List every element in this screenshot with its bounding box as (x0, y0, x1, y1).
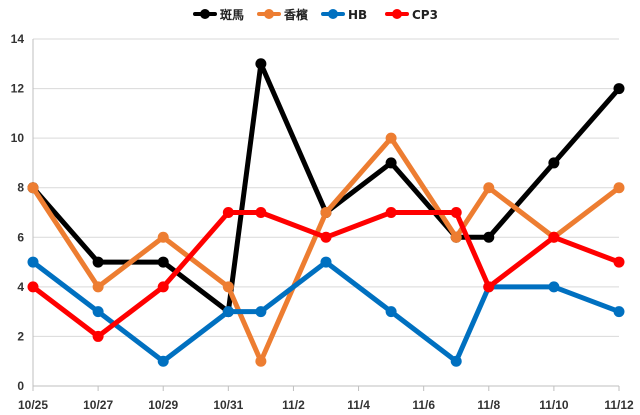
axis-layer: 0 2 4 6 8 10 12 14 10/25 10/27 10/29 10/31 11/2 11/4 1… (11, 32, 634, 412)
data-point-1 (613, 182, 625, 194)
x-tick-label: 10/25 (18, 398, 48, 412)
data-point-2 (27, 256, 39, 268)
data-point-0 (255, 58, 267, 70)
legend-label: CP3 (412, 8, 438, 22)
y-tick-label: 2 (17, 329, 24, 343)
data-point-3 (92, 330, 104, 342)
data-point-2 (255, 306, 267, 318)
x-tick-label: 10/29 (148, 398, 178, 412)
data-point-2 (385, 306, 397, 318)
data-point-3 (320, 231, 332, 243)
series-layer (27, 58, 625, 367)
data-point-3 (27, 281, 39, 293)
data-point-1 (320, 207, 332, 218)
x-tick-label: 11/12 (604, 398, 634, 412)
y-tick-label: 0 (17, 379, 24, 393)
y-tick-label: 4 (17, 280, 24, 294)
legend-label: 香檳 (283, 7, 308, 22)
x-tick-label: 11/8 (477, 398, 500, 412)
data-point-3 (222, 207, 234, 218)
legend-label: 斑馬 (220, 7, 244, 22)
data-point-2 (320, 256, 332, 268)
data-point-1 (450, 231, 462, 243)
data-point-0 (613, 83, 625, 95)
data-point-3 (255, 207, 267, 218)
x-tick-label: 11/2 (282, 398, 305, 412)
data-point-1 (385, 132, 397, 144)
data-point-0 (483, 231, 495, 243)
data-point-3 (157, 281, 169, 293)
data-point-1 (92, 281, 104, 293)
data-point-2 (450, 355, 462, 367)
legend-swatch-marker (200, 9, 210, 19)
data-point-0 (157, 256, 169, 268)
legend-label: HB (348, 8, 367, 22)
legend-item-0: 斑馬 (193, 7, 244, 22)
data-point-3 (613, 256, 625, 268)
data-point-0 (548, 157, 560, 169)
legend-swatch-marker (328, 9, 338, 19)
y-tick-label: 10 (11, 131, 25, 145)
x-tick-label: 10/27 (83, 398, 113, 412)
legend: 斑馬 香檳 HB CP3 (193, 7, 438, 22)
data-point-3 (548, 231, 560, 243)
legend-item-3: CP3 (385, 8, 438, 22)
data-point-3 (385, 207, 397, 218)
data-point-1 (483, 182, 495, 194)
data-point-2 (548, 281, 560, 293)
data-point-1 (27, 182, 39, 194)
data-point-0 (385, 157, 397, 169)
x-tick-label: 11/6 (412, 398, 435, 412)
y-tick-label: 14 (11, 32, 25, 46)
data-point-2 (92, 306, 104, 318)
data-point-1 (222, 281, 234, 293)
legend-swatch-marker (392, 9, 402, 19)
data-point-3 (450, 207, 462, 218)
series-line-2 (30, 259, 622, 364)
data-point-1 (255, 355, 267, 367)
legend-item-2: HB (321, 8, 367, 22)
data-point-2 (222, 306, 234, 318)
series-line-3 (30, 210, 622, 339)
legend-swatch-marker (264, 9, 274, 19)
data-point-2 (613, 306, 625, 318)
data-point-3 (483, 281, 495, 293)
x-tick-label: 11/10 (539, 398, 569, 412)
data-point-1 (157, 231, 169, 243)
y-tick-label: 6 (17, 230, 24, 244)
y-tick-label: 8 (17, 181, 24, 195)
x-tick-label: 10/31 (213, 398, 243, 412)
data-point-2 (157, 355, 169, 367)
x-tick-label: 11/4 (347, 398, 370, 412)
legend-item-1: 香檳 (257, 7, 308, 22)
data-point-0 (92, 256, 104, 268)
y-tick-label: 12 (11, 82, 25, 96)
